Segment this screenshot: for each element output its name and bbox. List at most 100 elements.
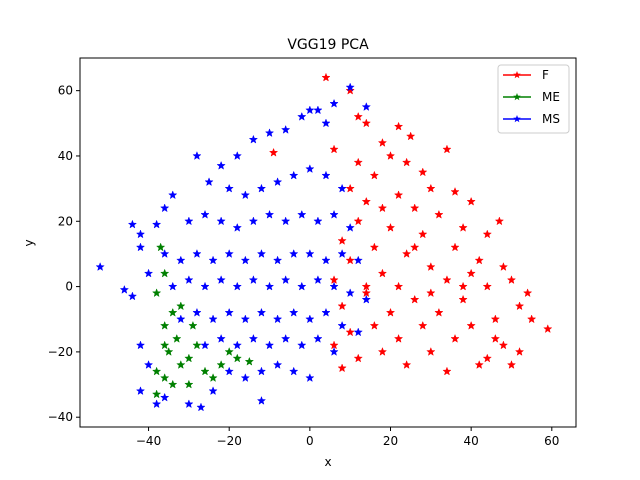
point-f	[442, 275, 452, 285]
point-ms	[248, 275, 259, 285]
y-tick-label: −40	[48, 410, 73, 424]
point-ms	[337, 320, 347, 330]
point-me	[224, 346, 234, 356]
point-f	[385, 307, 396, 317]
point-f	[450, 333, 460, 343]
y-axis: −40 −20 0 20 40 60	[48, 84, 80, 424]
point-ms	[353, 255, 363, 265]
point-ms	[256, 366, 267, 376]
point-f	[514, 301, 525, 311]
point-ms	[289, 249, 299, 258]
point-f	[361, 118, 371, 128]
point-f	[494, 216, 505, 226]
point-ms	[151, 399, 162, 409]
point-ms	[127, 219, 138, 229]
point-f	[353, 111, 363, 121]
legend-marker	[513, 93, 521, 101]
point-f	[393, 281, 404, 291]
point-f	[418, 167, 428, 177]
point-f	[369, 242, 380, 252]
point-ms	[216, 216, 226, 226]
point-f	[418, 320, 428, 330]
point-ms	[289, 366, 299, 376]
point-ms	[337, 183, 347, 193]
point-f	[369, 170, 380, 180]
legend-label: MS	[542, 112, 560, 126]
point-me	[188, 320, 198, 330]
point-ms	[345, 82, 355, 92]
y-tick-label: 40	[58, 149, 73, 163]
point-ms	[192, 307, 202, 317]
point-ms	[297, 111, 307, 121]
point-ms	[272, 360, 283, 369]
point-ms	[305, 249, 315, 258]
point-ms	[184, 216, 194, 226]
point-me	[176, 301, 186, 311]
point-f	[268, 147, 279, 157]
point-f	[490, 314, 501, 324]
x-tick-label: −40	[136, 434, 161, 448]
point-f	[361, 281, 371, 291]
point-ms	[196, 402, 206, 412]
point-f	[426, 183, 436, 193]
point-me	[164, 346, 174, 356]
chart-title: VGG19 PCA	[287, 37, 369, 53]
point-f	[498, 262, 509, 271]
y-tick-label: 0	[65, 280, 73, 294]
point-ms	[119, 284, 130, 294]
point-ms	[248, 134, 259, 144]
point-f	[337, 235, 347, 245]
point-me	[160, 373, 170, 383]
point-f	[377, 346, 388, 356]
point-ms	[160, 249, 170, 258]
point-f	[450, 186, 460, 196]
point-ms	[305, 164, 315, 173]
point-ms	[329, 209, 339, 219]
point-ms	[329, 98, 339, 108]
y-tick-label: 60	[58, 84, 73, 98]
point-ms	[345, 222, 355, 232]
point-f	[490, 333, 501, 343]
point-ms	[321, 255, 331, 265]
point-f	[337, 301, 347, 311]
point-ms	[224, 183, 234, 193]
point-ms	[151, 219, 162, 229]
point-me	[160, 320, 170, 330]
point-f	[410, 203, 420, 213]
point-f	[410, 242, 420, 252]
point-f	[466, 268, 476, 278]
point-f	[401, 249, 412, 258]
point-me	[176, 360, 186, 369]
point-me	[168, 379, 178, 389]
point-ms	[95, 262, 105, 271]
x-tick-label: 40	[464, 434, 479, 448]
point-f	[393, 121, 404, 131]
point-ms	[361, 102, 371, 111]
point-ms	[135, 229, 146, 239]
y-tick-label: −20	[48, 345, 73, 359]
point-ms	[232, 222, 242, 232]
point-ms	[313, 275, 323, 285]
point-me	[155, 242, 166, 252]
point-f	[442, 366, 452, 376]
point-ms	[192, 249, 202, 258]
legend-entry-f: F	[503, 68, 549, 82]
point-ms	[184, 275, 194, 285]
point-ms	[224, 366, 234, 376]
point-f	[434, 209, 444, 219]
point-ms	[264, 128, 275, 138]
point-f	[450, 242, 460, 252]
point-ms	[329, 281, 339, 291]
point-f	[345, 327, 355, 337]
point-ms	[135, 340, 146, 350]
point-f	[385, 222, 396, 232]
point-me	[151, 288, 162, 298]
point-ms	[256, 249, 267, 258]
point-ms	[160, 392, 170, 402]
point-ms	[240, 373, 251, 383]
point-me	[232, 353, 242, 363]
point-f	[543, 324, 553, 334]
points-layer	[95, 72, 553, 412]
point-ms	[168, 281, 178, 291]
